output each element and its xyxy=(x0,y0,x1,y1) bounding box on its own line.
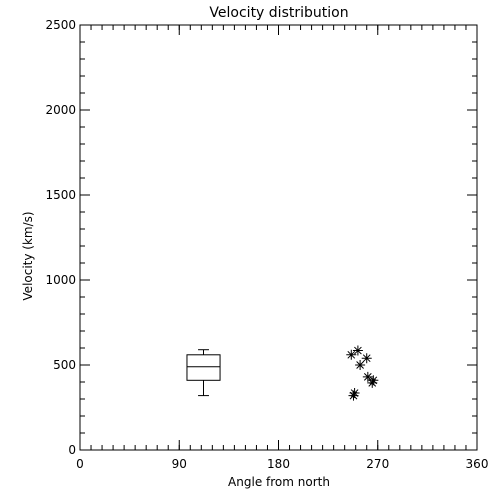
data-point-asterisk xyxy=(361,353,372,364)
y-tick-label: 1000 xyxy=(45,273,76,287)
y-tick-label: 0 xyxy=(68,443,76,457)
axes-layer: 0 90 180 270 360 0 500 1000 1500 2000 2500 xyxy=(45,18,488,471)
x-tick-label: 180 xyxy=(267,457,290,471)
x-tick-label: 0 xyxy=(76,457,84,471)
x-tick-label: 270 xyxy=(366,457,389,471)
y-tick-label: 2000 xyxy=(45,103,76,117)
chart-title: Velocity distribution xyxy=(209,5,348,21)
scatter-points xyxy=(346,345,379,401)
x-axis-label: Angle from north xyxy=(228,475,330,489)
y-axis-label: Velocity (km/s) xyxy=(21,211,35,300)
data-point-asterisk xyxy=(368,375,379,386)
data-point-asterisk xyxy=(367,377,378,388)
data-point-asterisk xyxy=(352,345,363,356)
boxplot xyxy=(186,349,221,397)
data-point-asterisk xyxy=(348,390,359,401)
plot-frame xyxy=(79,24,478,451)
data-point-asterisk xyxy=(346,349,357,360)
y-tick-label: 1500 xyxy=(45,188,76,202)
data-point-asterisk xyxy=(362,371,373,382)
boxplot-box xyxy=(186,354,221,381)
data-point-asterisk xyxy=(355,360,366,370)
y-tick-label: 2500 xyxy=(45,18,76,32)
x-tick-label: 90 xyxy=(172,457,187,471)
y-tick-label: 500 xyxy=(53,358,76,372)
data-point-asterisk xyxy=(349,388,360,399)
x-tick-label: 360 xyxy=(466,457,489,471)
